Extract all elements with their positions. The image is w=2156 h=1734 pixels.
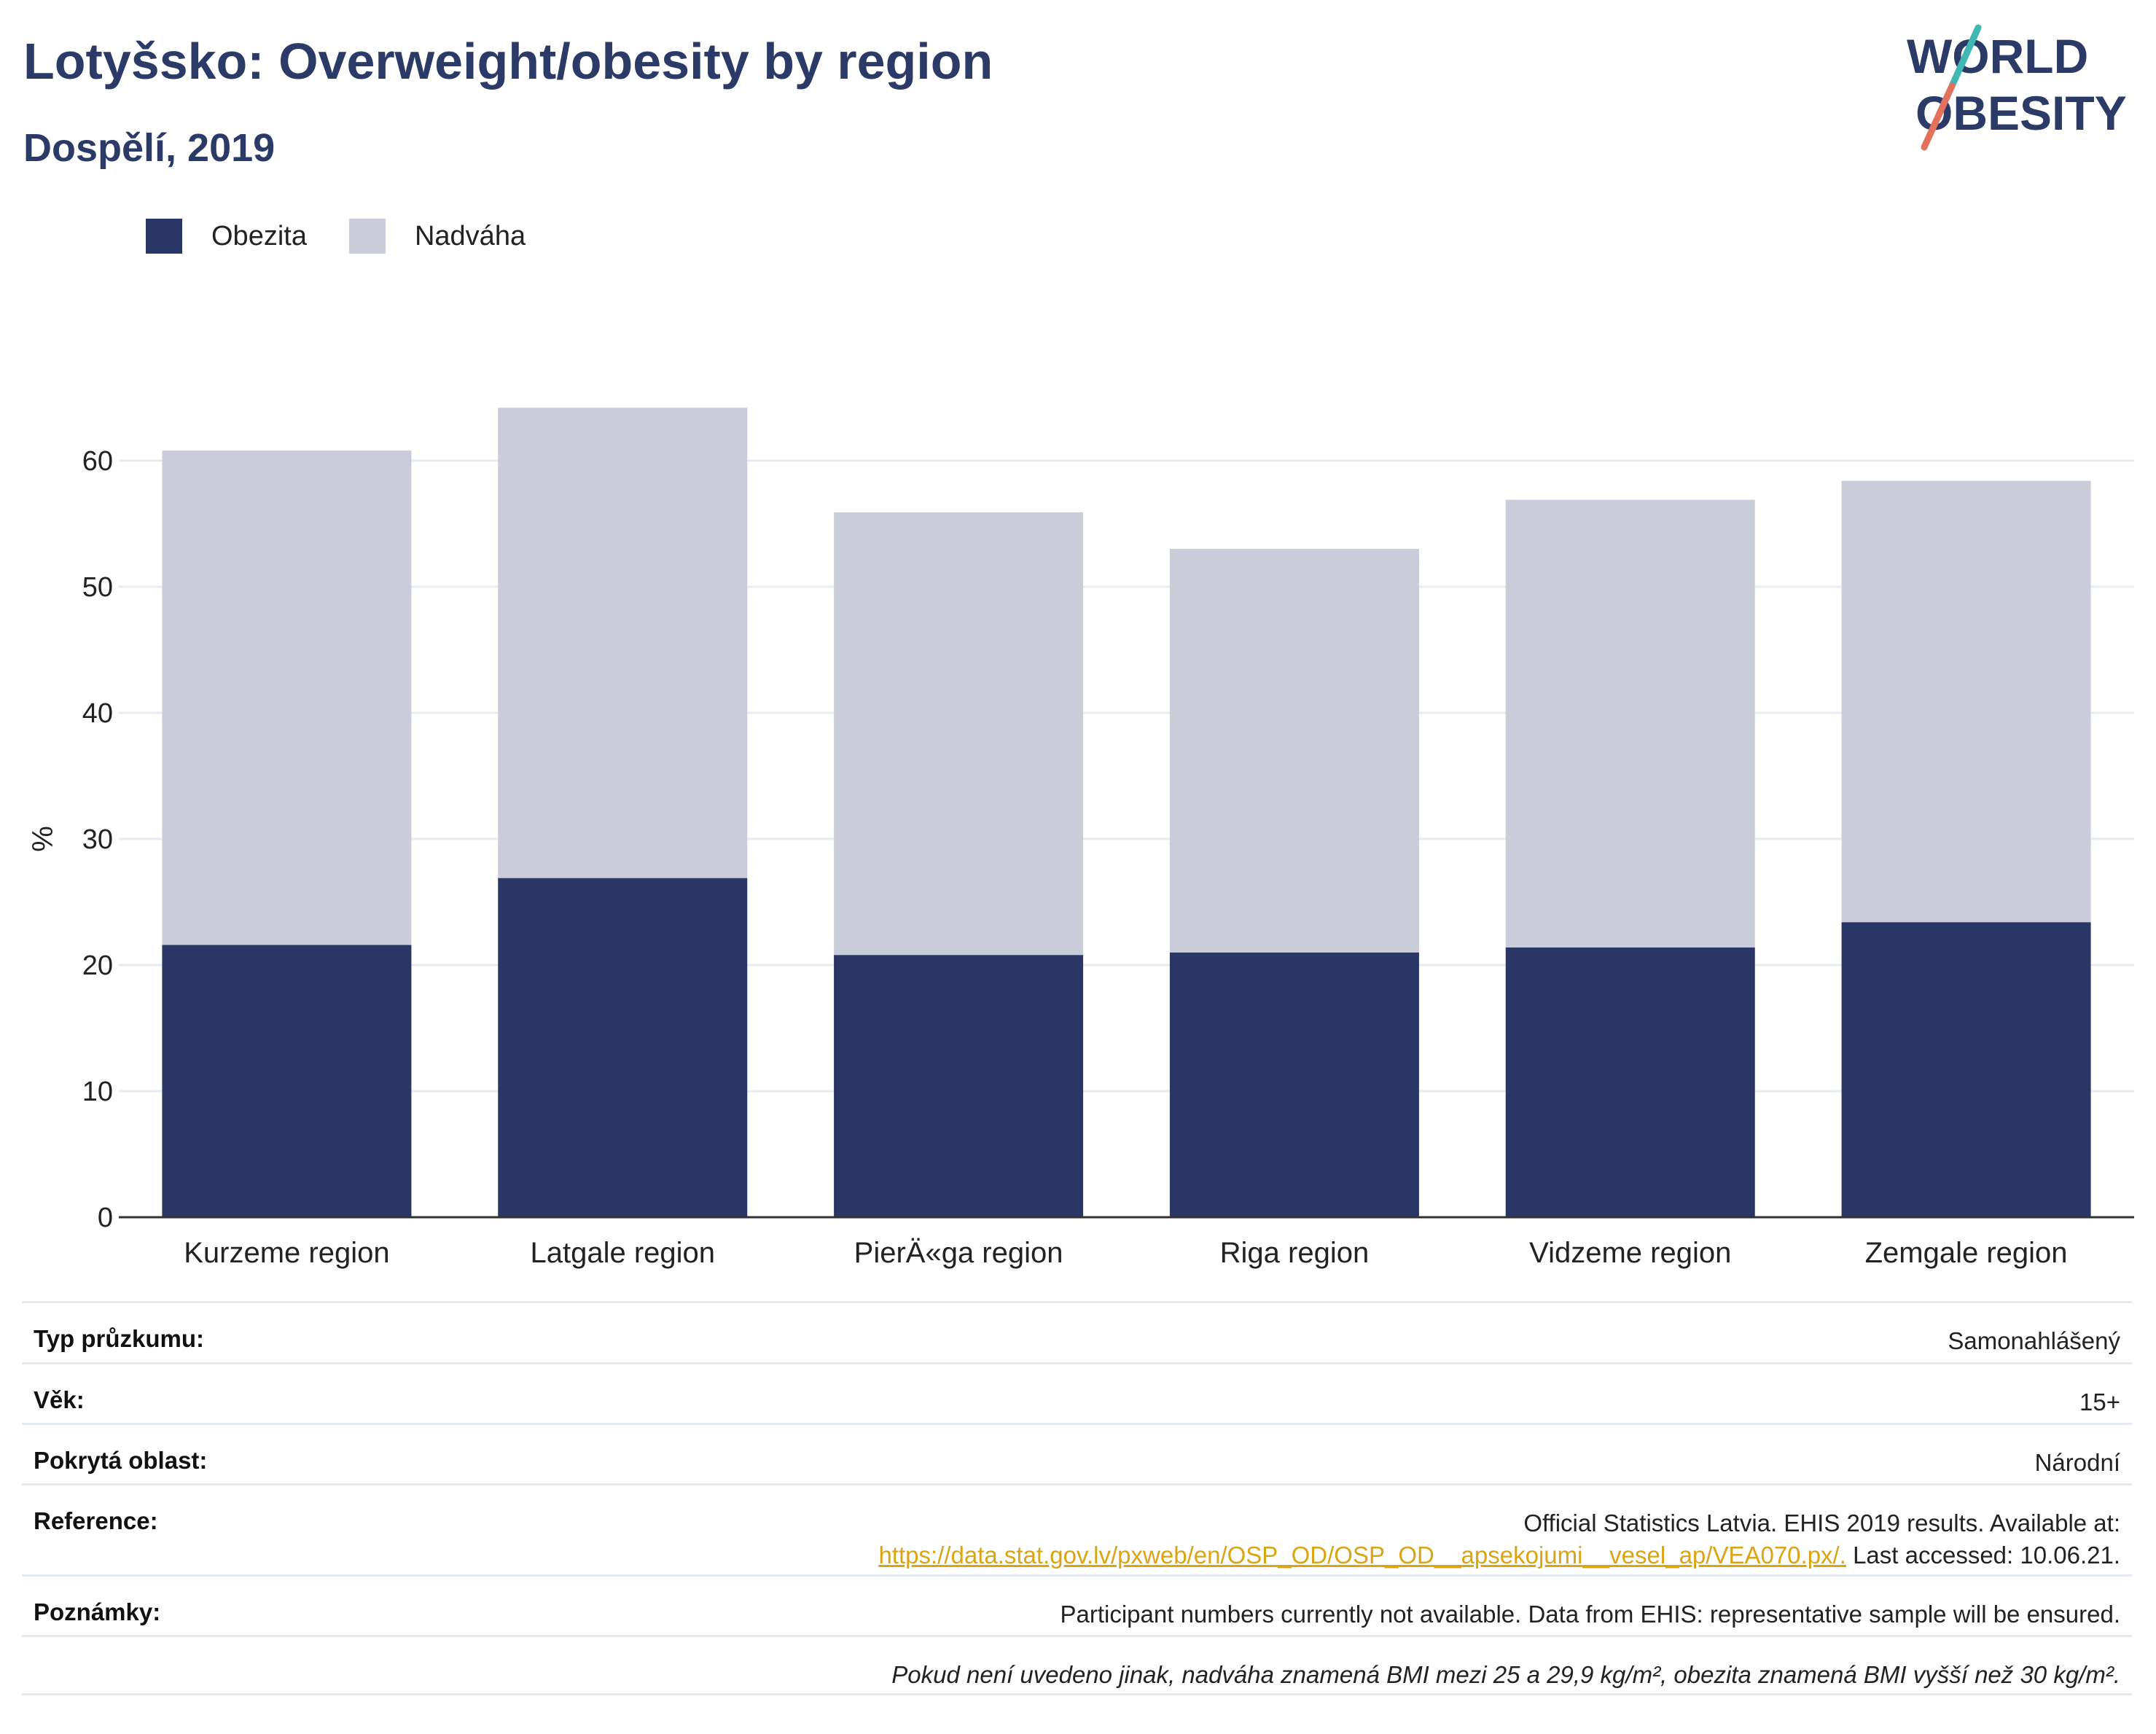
legend-label-overweight: Nadváha [414, 220, 526, 251]
y-axis-label: % [27, 826, 59, 852]
bar-chart: 0 10 20 30 40 50 60% Kurzeme region Latgale regi… [27, 407, 2134, 1269]
info-row-coverage: Pokrytá oblast: Národní [22, 1423, 2132, 1483]
axis-layer: 0 10 20 30 40 50 60% Kurzeme region Latgale regi… [27, 446, 2134, 1269]
survey-type-label: Typ průzkumu: [34, 1325, 205, 1352]
bar-overweight-0 [162, 450, 412, 945]
x-tick-label-5: Zemgale region [1865, 1237, 2068, 1269]
bar-obesity-4 [1505, 947, 1755, 1217]
bar-overweight-3 [1169, 549, 1419, 953]
x-tick-label-4: Vidzeme region [1529, 1237, 1731, 1269]
bar-obesity-2 [834, 955, 1084, 1217]
bar-overweight-2 [834, 512, 1084, 956]
age-label: Věk: [34, 1386, 85, 1413]
x-tick-label-0: Kurzeme region [184, 1237, 389, 1269]
chart-title: Lotyšsko: Overweight/obesity by region [23, 33, 993, 90]
reference-accessed: Last accessed: 10.06.21. [1846, 1542, 2120, 1569]
bars-layer [162, 407, 2091, 1217]
world-obesity-logo: WORLD OBESITY [1907, 24, 2127, 151]
y-tick-label-0: 0 [98, 1203, 113, 1233]
legend-item-obesity[interactable]: Obezita [146, 219, 307, 254]
coverage-label: Pokrytá oblast: [34, 1447, 208, 1474]
chart-legend: Obezita Nadváha [146, 217, 568, 255]
x-tick-label-2: PierÄ«ga region [854, 1237, 1063, 1269]
chart-subtitle: Dospělí, 2019 [23, 126, 276, 170]
notes-value: Participant numbers currently not availa… [1060, 1601, 2120, 1628]
logo-word-world: WORLD [1907, 29, 2088, 83]
coverage-value: Národní [2034, 1449, 2120, 1476]
reference-text: Official Statistics Latvia. EHIS 2019 re… [1523, 1510, 2120, 1536]
legend-item-overweight[interactable]: Nadváha [348, 219, 526, 254]
y-tick-label-60: 60 [82, 446, 113, 477]
bar-overweight-1 [498, 407, 748, 878]
x-tick-label-3: Riga region [1220, 1237, 1370, 1269]
footnote-text: Pokud není uvedeno jinak, nadváha znamen… [891, 1661, 2120, 1688]
logo-slash-teal [1948, 24, 1982, 90]
survey-type-value: Samonahlášený [1948, 1327, 2120, 1354]
bar-obesity-5 [1841, 922, 2091, 1217]
info-row-reference: Reference: Official Statistics Latvia. E… [22, 1483, 2132, 1574]
reference-link[interactable]: https://data.stat.gov.lv/pxweb/en/OSP_OD… [878, 1542, 1846, 1569]
info-row-notes: Poznámky: Participant numbers currently … [22, 1574, 2132, 1635]
info-row-footnote: Pokud není uvedeno jinak, nadváha znamen… [22, 1635, 2132, 1695]
notes-label: Poznámky: [34, 1598, 161, 1625]
y-tick-label-30: 30 [82, 824, 113, 855]
info-table: Typ průzkumu: Samonahlášený Věk: 15+ Pok… [22, 1301, 2132, 1695]
info-row-age: Věk: 15+ [22, 1362, 2132, 1423]
bar-obesity-1 [498, 878, 748, 1217]
reference-value: Official Statistics Latvia. EHIS 2019 re… [878, 1507, 2120, 1571]
legend-swatch-obesity [146, 219, 182, 254]
bar-overweight-5 [1841, 480, 2091, 923]
y-tick-label-50: 50 [82, 572, 113, 603]
y-tick-label-10: 10 [82, 1077, 113, 1107]
x-tick-label-1: Latgale region [530, 1237, 715, 1269]
legend-label-obesity: Obezita [211, 220, 307, 251]
bar-obesity-3 [1169, 952, 1419, 1217]
bar-obesity-0 [162, 945, 412, 1217]
y-tick-label-40: 40 [82, 698, 113, 729]
age-value: 15+ [2079, 1389, 2120, 1415]
reference-label: Reference: [34, 1507, 158, 1534]
grid-layer [119, 459, 2134, 1093]
info-row-survey-type: Typ průzkumu: Samonahlášený [22, 1301, 2132, 1362]
bar-overweight-4 [1505, 499, 1755, 948]
y-tick-label-20: 20 [82, 950, 113, 981]
legend-swatch-overweight [348, 219, 386, 254]
logo-slash-red [1921, 82, 1956, 151]
